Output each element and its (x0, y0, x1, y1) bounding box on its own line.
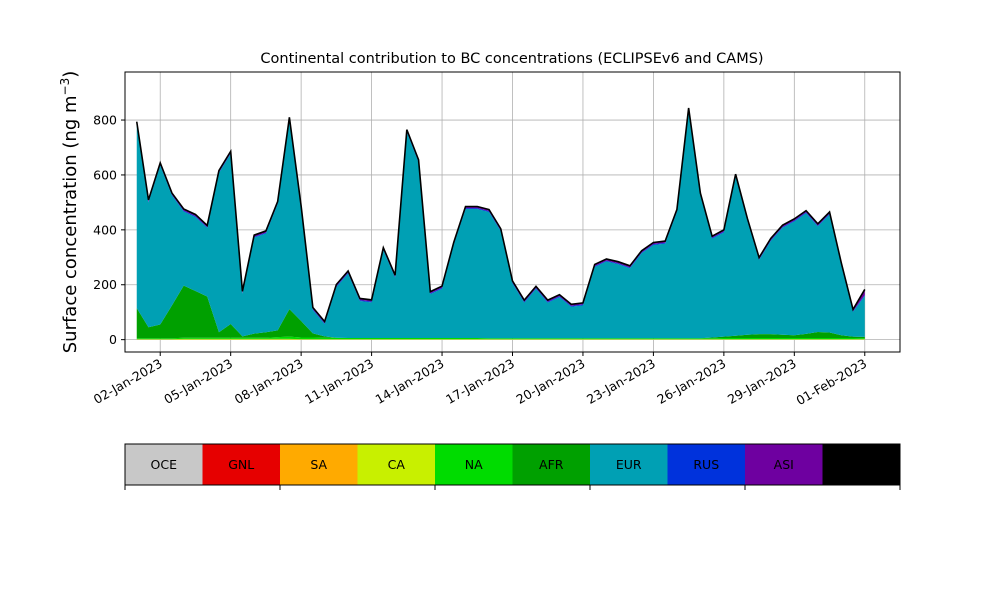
legend-swatch-rus (667, 444, 745, 485)
legend-swatch-na (435, 444, 513, 485)
legend-label-asi: ASI (774, 457, 794, 472)
y-axis-ticks: 0 200 400 600 800 (93, 113, 125, 347)
y-axis-label-text: Surface concentration (ng m (60, 95, 81, 353)
legend-swatch-asi (745, 444, 823, 485)
area-eur (136, 110, 865, 339)
legend-swatch-sa (280, 444, 358, 485)
x-tick-label: 11-Jan-2023 (302, 356, 376, 407)
area-ca (136, 338, 865, 340)
x-tick-label: 23-Jan-2023 (584, 356, 658, 407)
legend-label-na: NA (465, 457, 483, 472)
legend-label-sa: SA (310, 457, 327, 472)
x-tick-label: 08-Jan-2023 (232, 356, 306, 407)
x-tick-label: 20-Jan-2023 (514, 356, 588, 407)
legend-label-rus: RUS (693, 457, 719, 472)
x-tick-label: 26-Jan-2023 (654, 356, 728, 407)
legend-swatch-oce (125, 444, 203, 485)
legend-label-ca: CA (388, 457, 406, 472)
legend-swatch-eur (590, 444, 668, 485)
x-tick-label: 05-Jan-2023 (161, 356, 235, 407)
y-tick-label: 400 (93, 222, 117, 237)
legend-swatch-gnl (202, 444, 280, 485)
legend-label-oce: OCE (151, 457, 178, 472)
chart-title: Continental contribution to BC concentra… (260, 51, 763, 67)
legend-swatch-aus (822, 444, 900, 485)
legend-label-eur: EUR (616, 457, 642, 472)
x-tick-label: 14-Jan-2023 (373, 356, 447, 407)
y-tick-label: 0 (109, 332, 117, 347)
x-tick-label: 01-Feb-2023 (793, 356, 869, 408)
x-axis-ticks: 02-Jan-202305-Jan-202308-Jan-202311-Jan-… (91, 352, 869, 408)
area-afr (136, 285, 865, 339)
y-axis-label: Surface concentration (ng m−3) (58, 71, 81, 354)
legend-label-afr: AFR (539, 457, 564, 472)
y-tick-label: 800 (93, 113, 117, 128)
legend-label-gnl: GNL (228, 457, 254, 472)
area-na (136, 336, 865, 340)
y-tick-label: 600 (93, 167, 117, 182)
legend-swatch-afr (512, 444, 590, 485)
legend-swatch-ca (357, 444, 435, 485)
total-outline (135, 107, 866, 324)
x-tick-label: 29-Jan-2023 (725, 356, 799, 407)
y-axis-label-superscript: −3 (58, 78, 72, 96)
x-tick-label: 17-Jan-2023 (443, 356, 517, 407)
y-axis-label-close: ) (60, 71, 81, 78)
legend-colorbar: OCE GNL SA CA NA AFR EUR RUS ASI AUS (124, 443, 901, 490)
legend-frame (124, 443, 901, 486)
area-series (135, 107, 866, 340)
x-tick-label: 02-Jan-2023 (91, 356, 165, 407)
y-tick-label: 200 (93, 277, 117, 292)
legend-label-aus: AUS (848, 457, 874, 472)
